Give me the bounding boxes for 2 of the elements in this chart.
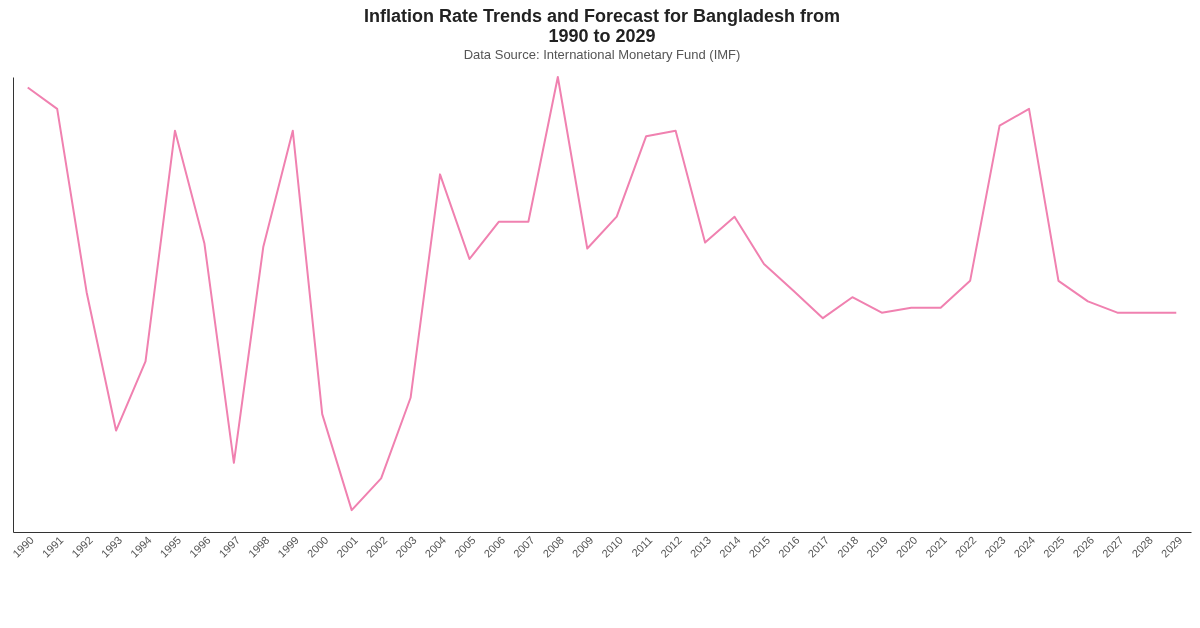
chart-title: Inflation Rate Trends and Forecast for Bangladesh from 1990 to 2029: [363, 6, 841, 46]
chart-subtitle: Data Source: International Monetary Fund (IMF): [463, 47, 741, 62]
